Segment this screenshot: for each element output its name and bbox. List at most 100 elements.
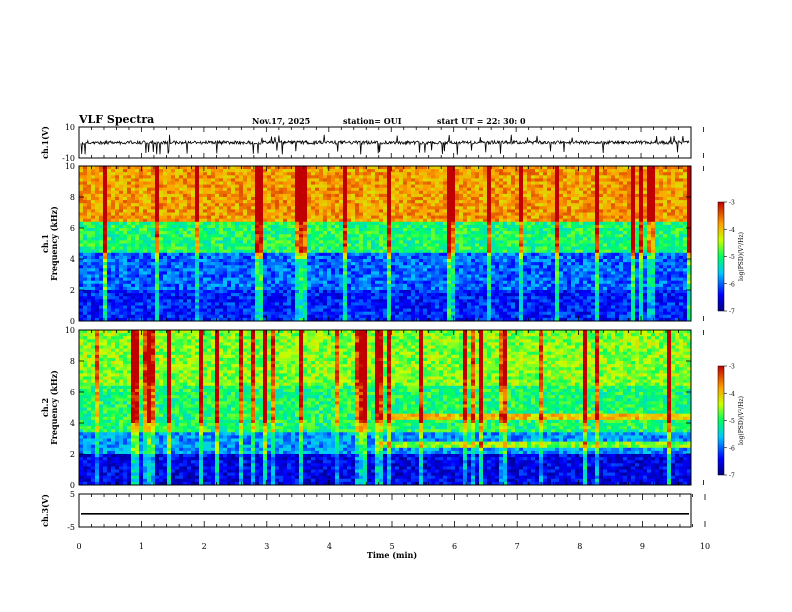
spectrum-cell <box>199 224 204 229</box>
spectrum-cell <box>447 237 452 241</box>
spectrum-cell <box>227 215 232 220</box>
spectrum-cell <box>119 249 124 254</box>
spectrum-cell <box>463 169 468 173</box>
spectrum-cell <box>279 255 284 260</box>
spectrum-cell <box>647 234 652 238</box>
spectrum-cell <box>307 206 312 210</box>
spectrum-cell <box>363 175 368 179</box>
spectrum-cell <box>347 255 352 260</box>
spectrum-cell <box>483 255 488 260</box>
spectrum-cell <box>123 166 128 170</box>
spectrum-cell <box>255 181 260 185</box>
spectrum-cell <box>79 184 84 189</box>
spectrum-cell <box>103 228 108 232</box>
spectrum-cell <box>267 252 272 257</box>
spectrum-cell <box>387 218 392 223</box>
spectrum-cell <box>375 200 380 204</box>
spectrum-cell <box>623 184 628 189</box>
spectrum-cell <box>651 262 656 266</box>
spectrum-cell <box>79 228 84 232</box>
spectrum-cell <box>351 172 356 176</box>
spectrum-cell <box>207 187 212 192</box>
spectrum-cell <box>643 262 648 266</box>
spectrum-cell <box>587 240 592 244</box>
spectrum-cell <box>491 231 496 235</box>
spectrum-cell <box>291 243 296 247</box>
spectrum-cell <box>563 252 568 257</box>
spectrum-cell <box>563 234 568 238</box>
spectrum-cell <box>99 237 104 241</box>
spectrum-cell <box>199 231 204 235</box>
spectrum-cell <box>391 193 396 198</box>
spectrum-cell <box>659 218 664 223</box>
spectrum-cell <box>223 184 228 189</box>
spectrum-cell <box>151 265 156 269</box>
spectrum-cell <box>299 175 304 179</box>
spectrum-cell <box>199 209 204 213</box>
spectrum-cell <box>323 246 328 251</box>
spectrum-cell <box>475 206 480 210</box>
spectrum-cell <box>355 184 360 189</box>
spectrum-cell <box>423 212 428 216</box>
spectrum-cell <box>191 209 196 213</box>
spectrum-cell <box>551 246 556 251</box>
spectrum-cell <box>247 175 252 179</box>
spectrum-cell <box>91 184 96 189</box>
spectrum-cell <box>359 240 364 244</box>
spectrum-cell <box>303 181 308 185</box>
spectrum-cell <box>443 178 448 182</box>
spectrum-cell <box>479 221 484 226</box>
spectrum-cell <box>551 212 556 216</box>
spectrum-cell <box>455 190 460 195</box>
spectrum-cell <box>475 215 480 220</box>
spectrum-cell <box>427 200 432 204</box>
spectrum-cell <box>571 184 576 189</box>
spectrum-cell <box>99 175 104 179</box>
spectrum-cell <box>687 231 692 235</box>
spectrum-cell <box>319 193 324 198</box>
spectrum-cell <box>511 203 516 207</box>
spectrum-cell <box>683 203 688 207</box>
spectrum-cell <box>95 218 100 223</box>
spectrum-cell <box>215 243 220 247</box>
spectrum-cell <box>131 166 136 170</box>
spectrum-cell <box>199 249 204 254</box>
spectrum-cell <box>639 172 644 176</box>
spectrum-cell <box>279 193 284 198</box>
spectrum-cell <box>407 172 412 176</box>
spectrum-cell <box>359 252 364 257</box>
spectrum-cell <box>303 249 308 254</box>
spectrum-cell <box>583 255 588 260</box>
spectrum-cell <box>555 166 560 170</box>
spectrum-cell <box>335 255 340 260</box>
spectrum-cell <box>143 215 148 220</box>
spectrum-cell <box>163 265 168 269</box>
spectrum-cell <box>639 200 644 204</box>
spectrum-cell <box>387 255 392 260</box>
spectrum-cell <box>371 240 376 244</box>
spectrum-cell <box>111 178 116 182</box>
spectrum-cell <box>147 240 152 244</box>
spectrum-cell <box>439 252 444 257</box>
spectrum-cell <box>335 209 340 213</box>
spectrum-cell <box>83 169 88 173</box>
spectrum-cell <box>567 181 572 185</box>
spectrum-cell <box>251 193 256 198</box>
spectrum-cell <box>103 218 108 223</box>
spectrum-cell <box>303 166 308 170</box>
spectrum-cell <box>283 262 288 266</box>
spectrum-cell <box>215 246 220 251</box>
spectrum-cell <box>563 172 568 176</box>
spectrum-cell <box>495 255 500 260</box>
spectrum-cell <box>267 240 272 244</box>
spectrum-cell <box>631 184 636 189</box>
spectrum-cell <box>543 218 548 223</box>
spectrum-cell <box>543 193 548 198</box>
spectrum-cell <box>519 259 524 263</box>
spectrum-cell <box>675 187 680 192</box>
spectrum-cell <box>127 184 132 189</box>
spectrum-cell <box>579 212 584 216</box>
spectrum-cell <box>255 184 260 189</box>
spectrum-cell <box>591 206 596 210</box>
spectrum-cell <box>447 234 452 238</box>
